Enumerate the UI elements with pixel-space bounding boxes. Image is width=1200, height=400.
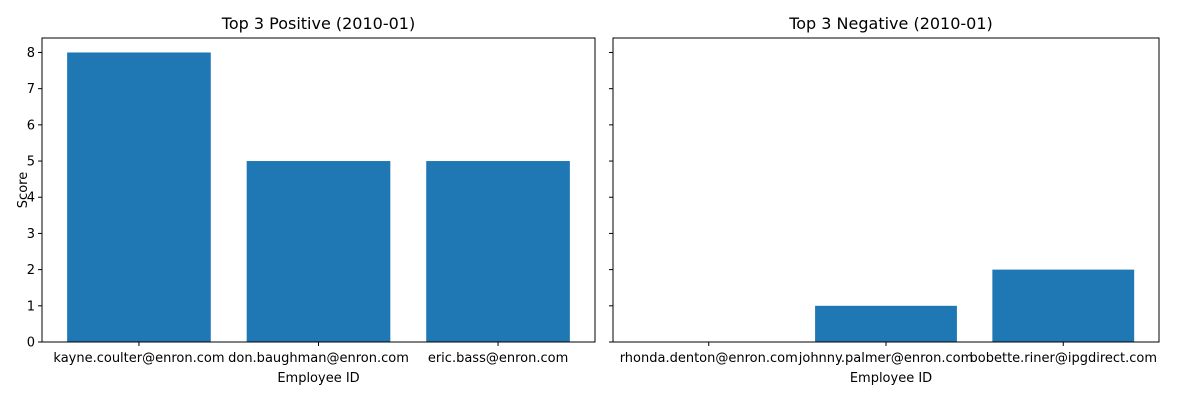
plot-frame: [41, 37, 596, 343]
bar-group: [815, 269, 1135, 342]
y-tick-label: 3: [27, 227, 35, 242]
y-tick-label: 7: [27, 82, 35, 97]
y-tick-label: 6: [27, 118, 35, 133]
y-axis-ticks: 0 1 2 3 4 5 6 7 8: [27, 46, 42, 351]
y-tick-label: 5: [27, 155, 35, 170]
y-tick-label: 2: [27, 263, 35, 278]
chart-title: Top 3 Positive (2010-01): [221, 14, 415, 33]
positive-chart-panel: Top 3 Positive (2010-01) 0 1 2 3 4 5 6 7 8 kayne…: [16, 14, 596, 386]
x-tick-label: eric.bass@enron.com: [428, 351, 568, 366]
y-axis-label: Score: [16, 172, 31, 208]
x-axis-ticks: rhonda.denton@enron.com johnny.palmer@enr…: [620, 342, 1157, 366]
negative-chart-panel: Top 3 Negative (2010-01) rhonda.denton@e…: [609, 14, 1160, 386]
x-axis-label: Employee ID: [277, 371, 359, 386]
x-axis-label: Employee ID: [850, 371, 932, 386]
bar-group: [67, 52, 570, 342]
x-axis-ticks: kayne.coulter@enron.com don.baughman@enro…: [53, 342, 568, 366]
bar: [815, 305, 957, 342]
y-tick-label: 4: [27, 191, 35, 206]
bar: [67, 52, 211, 342]
x-tick-label: kayne.coulter@enron.com: [53, 351, 224, 366]
chart-title: Top 3 Negative (2010-01): [788, 14, 993, 33]
x-tick-label: rhonda.denton@enron.com: [620, 351, 798, 366]
y-axis-ticks: [609, 51, 613, 343]
y-tick-label: 8: [27, 46, 35, 61]
plot-frame: [612, 37, 1160, 343]
x-tick-label: don.baughman@enron.com: [228, 351, 409, 366]
bar: [426, 161, 570, 342]
x-tick-label: bobette.riner@ipgdirect.com: [970, 351, 1158, 366]
bar: [992, 269, 1135, 342]
x-tick-label: johnny.palmer@enron.com: [798, 351, 973, 366]
y-tick-label: 1: [27, 299, 35, 314]
bar: [246, 161, 391, 342]
y-tick-label: 0: [27, 336, 35, 351]
